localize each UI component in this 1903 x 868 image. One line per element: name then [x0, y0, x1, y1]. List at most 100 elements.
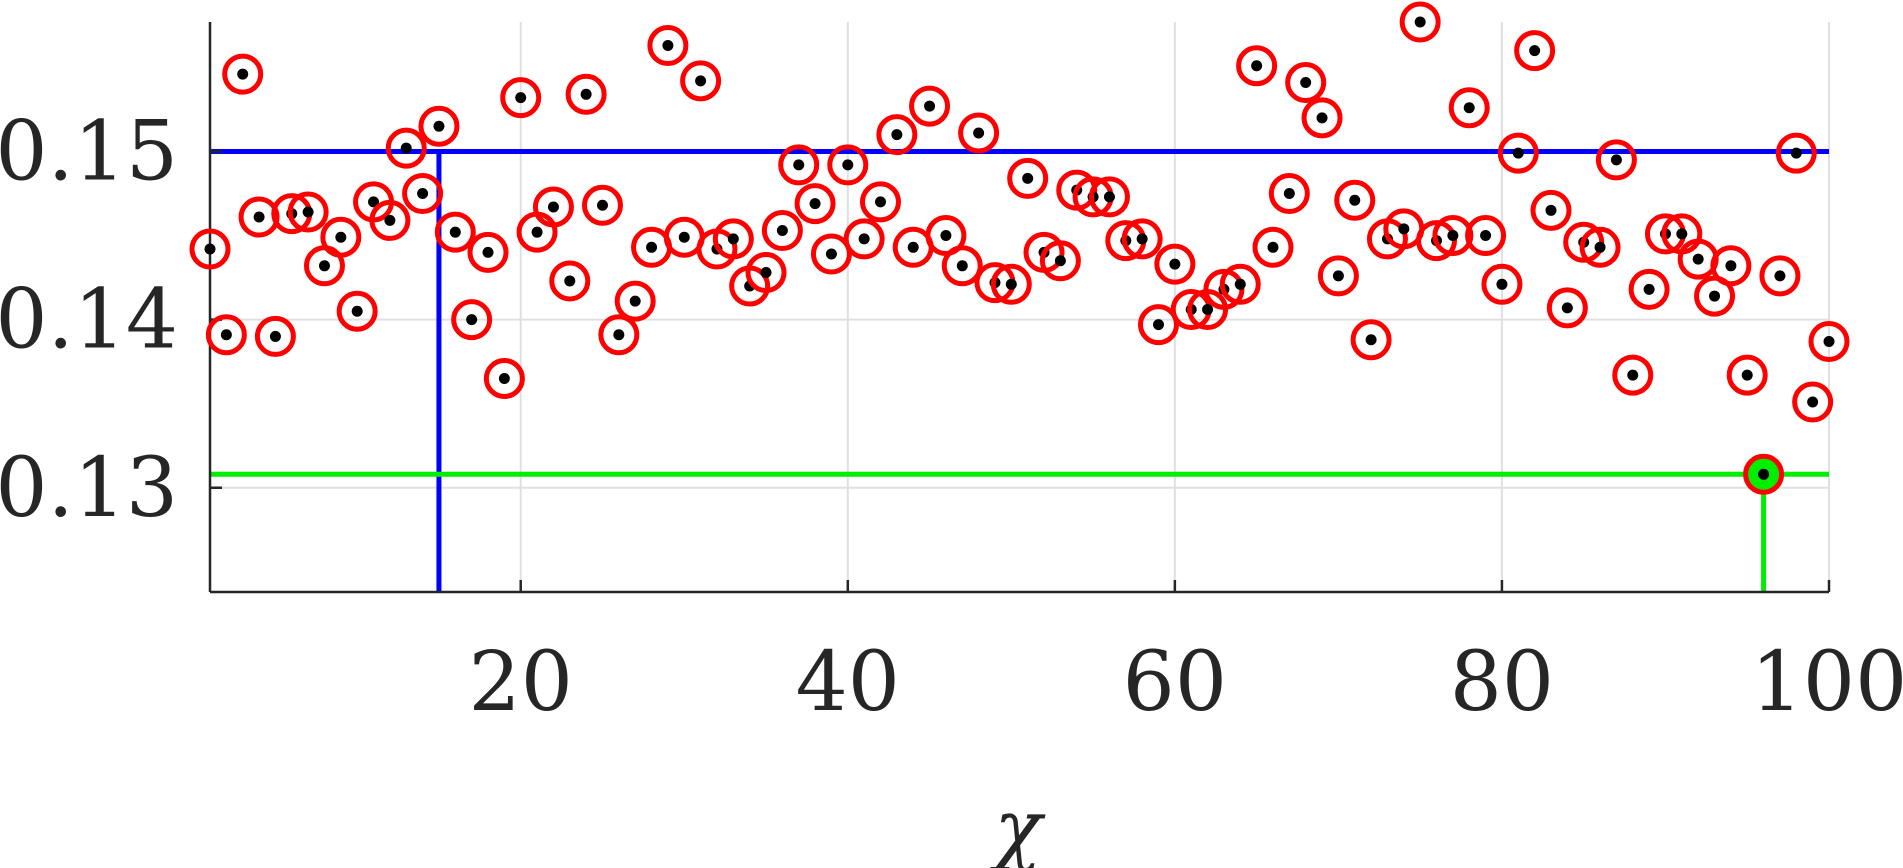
- point-dot: [1529, 45, 1541, 57]
- point-ring: [958, 112, 1000, 154]
- point-ring: [418, 105, 460, 147]
- x-tick-label: 100: [1751, 635, 1903, 730]
- point-ring: [1350, 319, 1392, 361]
- point-dot: [1267, 241, 1279, 253]
- data-point: [1252, 226, 1294, 268]
- point-dot: [547, 201, 559, 213]
- point-ring: [859, 181, 901, 223]
- point-ring: [1759, 255, 1801, 297]
- data-point: [990, 263, 1032, 305]
- data-point: [1301, 97, 1343, 139]
- point-ring: [1497, 132, 1539, 174]
- point-dot: [940, 230, 952, 242]
- point-dot: [400, 142, 412, 154]
- x-tick-label: 80: [1450, 635, 1554, 730]
- point-dot: [1496, 278, 1508, 290]
- reference-lines: [210, 148, 1829, 592]
- point-ring: [794, 183, 836, 225]
- point-ring: [1792, 381, 1834, 423]
- point-ring: [1612, 354, 1654, 396]
- point-ring: [1432, 215, 1474, 257]
- data-point: [1334, 179, 1376, 221]
- point-ring: [1448, 87, 1490, 129]
- data-point: [238, 196, 280, 238]
- point-dot: [580, 88, 592, 100]
- point-dot: [1283, 188, 1295, 200]
- data-point: [1448, 87, 1490, 129]
- point-ring: [1301, 97, 1343, 139]
- data-point: [614, 280, 656, 322]
- data-point: [1743, 453, 1785, 495]
- point-dot: [351, 305, 363, 317]
- point-ring: [1514, 30, 1556, 72]
- x-tick-label: 40: [796, 635, 900, 730]
- point-dot: [874, 196, 886, 208]
- point-dot: [1153, 319, 1165, 331]
- y-tick-label: 0.14: [0, 273, 178, 368]
- point-dot: [531, 226, 543, 238]
- point-dot: [1725, 260, 1737, 272]
- data-point: [1612, 354, 1654, 396]
- data-point: [761, 209, 803, 251]
- point-ring: [843, 218, 885, 260]
- data-point: [876, 114, 918, 156]
- point-dot: [1774, 270, 1786, 282]
- y-tick-label: 0.13: [0, 441, 178, 536]
- data-point: [1088, 176, 1130, 218]
- data-point: [532, 186, 574, 228]
- point-dot: [1709, 290, 1721, 302]
- point-dot: [335, 231, 347, 243]
- point-dot: [695, 75, 707, 87]
- point-ring: [581, 184, 623, 226]
- point-dot: [1169, 258, 1181, 270]
- point-dot: [204, 243, 216, 255]
- point-ring: [810, 233, 852, 275]
- point-dot: [973, 127, 985, 139]
- point-dot: [1741, 369, 1753, 381]
- data-point: [418, 105, 460, 147]
- data-point: [1007, 157, 1049, 199]
- point-dot: [776, 224, 788, 236]
- point-dot: [515, 92, 527, 104]
- point-dot: [1054, 255, 1066, 267]
- axes: [208, 22, 1831, 594]
- point-ring: [532, 186, 574, 228]
- point-dot: [1610, 154, 1622, 166]
- point-dot: [1561, 302, 1573, 314]
- data-point: [189, 228, 231, 270]
- point-ring: [369, 199, 411, 241]
- point-ring: [614, 280, 656, 322]
- point-ring: [1154, 243, 1196, 285]
- data-point: [467, 231, 509, 273]
- point-ring: [1808, 320, 1850, 362]
- data-point: [451, 299, 493, 341]
- point-dot: [302, 206, 314, 218]
- point-dot: [825, 248, 837, 260]
- data-point: [1595, 139, 1637, 181]
- point-ring: [1595, 139, 1637, 181]
- point-dot: [1316, 112, 1328, 124]
- point-ring: [1088, 176, 1130, 218]
- data-point: [1481, 263, 1523, 305]
- point-dot: [1398, 223, 1410, 235]
- data-point: [500, 77, 542, 119]
- point-ring: [1039, 240, 1081, 282]
- point-dot: [891, 129, 903, 141]
- data-point: [336, 290, 378, 332]
- data-point: [598, 314, 640, 356]
- data-point: [1514, 30, 1556, 72]
- point-dot: [629, 295, 641, 307]
- point-dot: [1463, 102, 1475, 114]
- data-point: [1726, 354, 1768, 396]
- point-ring: [680, 60, 722, 102]
- point-dot: [842, 159, 854, 171]
- data-point: [1154, 243, 1196, 285]
- point-dot: [1202, 304, 1214, 316]
- point-ring: [876, 114, 918, 156]
- data-point: [745, 252, 787, 294]
- point-dot: [1447, 230, 1459, 242]
- point-dot: [269, 330, 281, 342]
- point-ring: [238, 196, 280, 238]
- data-point: [1775, 132, 1817, 174]
